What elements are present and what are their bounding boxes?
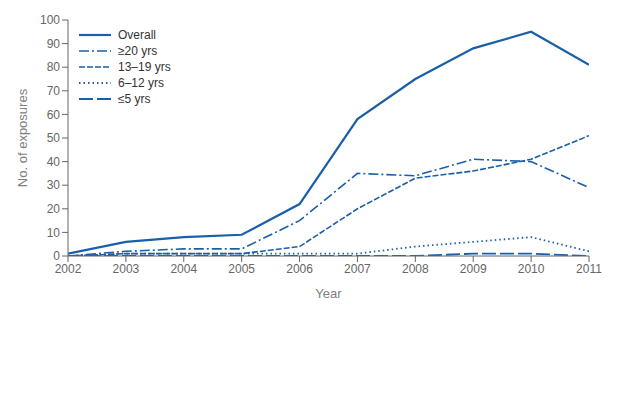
svg-text:2009: 2009 bbox=[460, 262, 487, 276]
svg-text:100: 100 bbox=[40, 13, 60, 27]
svg-text:2003: 2003 bbox=[113, 262, 140, 276]
html-text:Overall: Overall bbox=[118, 28, 156, 42]
svg-text:60: 60 bbox=[47, 108, 61, 122]
svg-text:No. of exposures: No. of exposures bbox=[15, 88, 30, 187]
html-text:6–12 yrs: 6–12 yrs bbox=[118, 76, 164, 90]
svg-text:50: 50 bbox=[47, 131, 61, 145]
svg-text:2010: 2010 bbox=[518, 262, 545, 276]
svg-text:20: 20 bbox=[47, 202, 61, 216]
svg-text:30: 30 bbox=[47, 178, 61, 192]
svg-text:2004: 2004 bbox=[170, 262, 197, 276]
svg-text:2006: 2006 bbox=[286, 262, 313, 276]
svg-text:70: 70 bbox=[47, 84, 61, 98]
html-text:≤5 yrs: ≤5 yrs bbox=[118, 92, 151, 106]
html-text:13–19 yrs: 13–19 yrs bbox=[118, 60, 171, 74]
svg-text:80: 80 bbox=[47, 60, 61, 74]
svg-text:10: 10 bbox=[47, 226, 61, 240]
svg-text:2002: 2002 bbox=[55, 262, 82, 276]
svg-text:40: 40 bbox=[47, 155, 61, 169]
svg-text:2011: 2011 bbox=[576, 262, 602, 276]
html-text:≥20 yrs: ≥20 yrs bbox=[118, 44, 158, 58]
svg-text:0: 0 bbox=[53, 249, 60, 263]
svg-text:2007: 2007 bbox=[344, 262, 371, 276]
svg-text:90: 90 bbox=[47, 37, 61, 51]
svg-text:Year: Year bbox=[315, 286, 342, 301]
svg-text:2008: 2008 bbox=[402, 262, 429, 276]
svg-text:2005: 2005 bbox=[228, 262, 255, 276]
